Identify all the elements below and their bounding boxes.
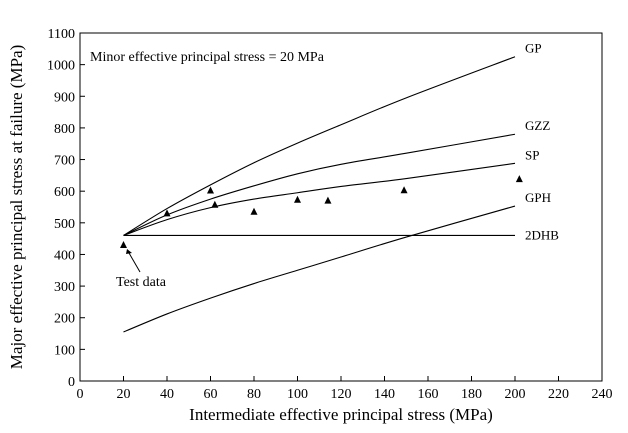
y-tick-label: 200 [54, 312, 75, 327]
series-line-sp [123, 162, 516, 236]
series-line-gzz [123, 133, 516, 236]
series-line-gp [123, 56, 516, 236]
data-point-triangle [324, 196, 332, 204]
y-tick-label: 1100 [48, 27, 75, 42]
series-label-gph: GPH [525, 190, 551, 205]
data-point-triangle [163, 209, 171, 217]
x-tick-label: 60 [204, 387, 218, 402]
test-data-arrow [128, 252, 141, 273]
x-tick-label: 240 [592, 387, 613, 402]
x-tick-label: 180 [461, 387, 482, 402]
y-axis-title: Major effective principal stress at fail… [7, 45, 26, 369]
y-axis: 0 100 200 300 400 500 600 700 800 900 1000 1100 [47, 27, 85, 390]
y-tick-label: 300 [54, 280, 75, 295]
y-tick-label: 900 [54, 90, 75, 105]
x-tick-label: 20 [117, 387, 131, 402]
series-label-gp: GP [525, 41, 542, 56]
series-lines [123, 56, 516, 333]
series-line-gph [123, 205, 516, 333]
y-tick-label: 800 [54, 122, 75, 137]
x-axis-title: Intermediate effective principal stress … [189, 405, 493, 424]
test-data-label: Test data [116, 275, 167, 290]
data-point-triangle [515, 175, 523, 183]
data-point-triangle [120, 240, 127, 248]
y-tick-label: 0 [68, 375, 75, 390]
x-tick-label: 140 [374, 387, 395, 402]
series-label-2dhb: 2DHB [525, 227, 559, 242]
y-tick-label: 400 [54, 248, 75, 263]
series-labels: GP GZZ SP GPH 2DHB [525, 41, 559, 243]
y-tick-label: 700 [54, 154, 75, 169]
x-tick-label: 200 [505, 387, 526, 402]
series-label-gzz: GZZ [525, 118, 550, 133]
x-tick-label: 160 [418, 387, 439, 402]
test-data-callout: Test data [116, 249, 167, 290]
y-tick-label: 100 [54, 343, 75, 358]
data-point-triangle [207, 186, 214, 194]
x-tick-label: 120 [331, 387, 352, 402]
data-point-triangle [294, 195, 301, 203]
data-point-triangle [250, 207, 258, 215]
test-data-points [120, 175, 523, 248]
x-axis: 0 20 40 60 80 100 120 140 160 180 200 220 240 [77, 376, 613, 402]
y-tick-label: 1000 [47, 59, 75, 74]
test-data-arrowhead [126, 249, 132, 254]
series-label-sp: SP [525, 147, 539, 162]
chart-annotation: Minor effective principal stress = 20 MP… [90, 50, 325, 65]
x-tick-label: 80 [247, 387, 261, 402]
data-point-triangle [211, 200, 219, 208]
x-tick-label: 0 [77, 387, 84, 402]
x-tick-label: 100 [287, 387, 308, 402]
plot-frame [79, 32, 603, 382]
data-point-triangle [400, 186, 408, 194]
y-tick-label: 600 [54, 185, 75, 200]
x-tick-label: 220 [548, 387, 569, 402]
x-tick-label: 40 [160, 387, 174, 402]
y-tick-label: 500 [54, 217, 75, 232]
